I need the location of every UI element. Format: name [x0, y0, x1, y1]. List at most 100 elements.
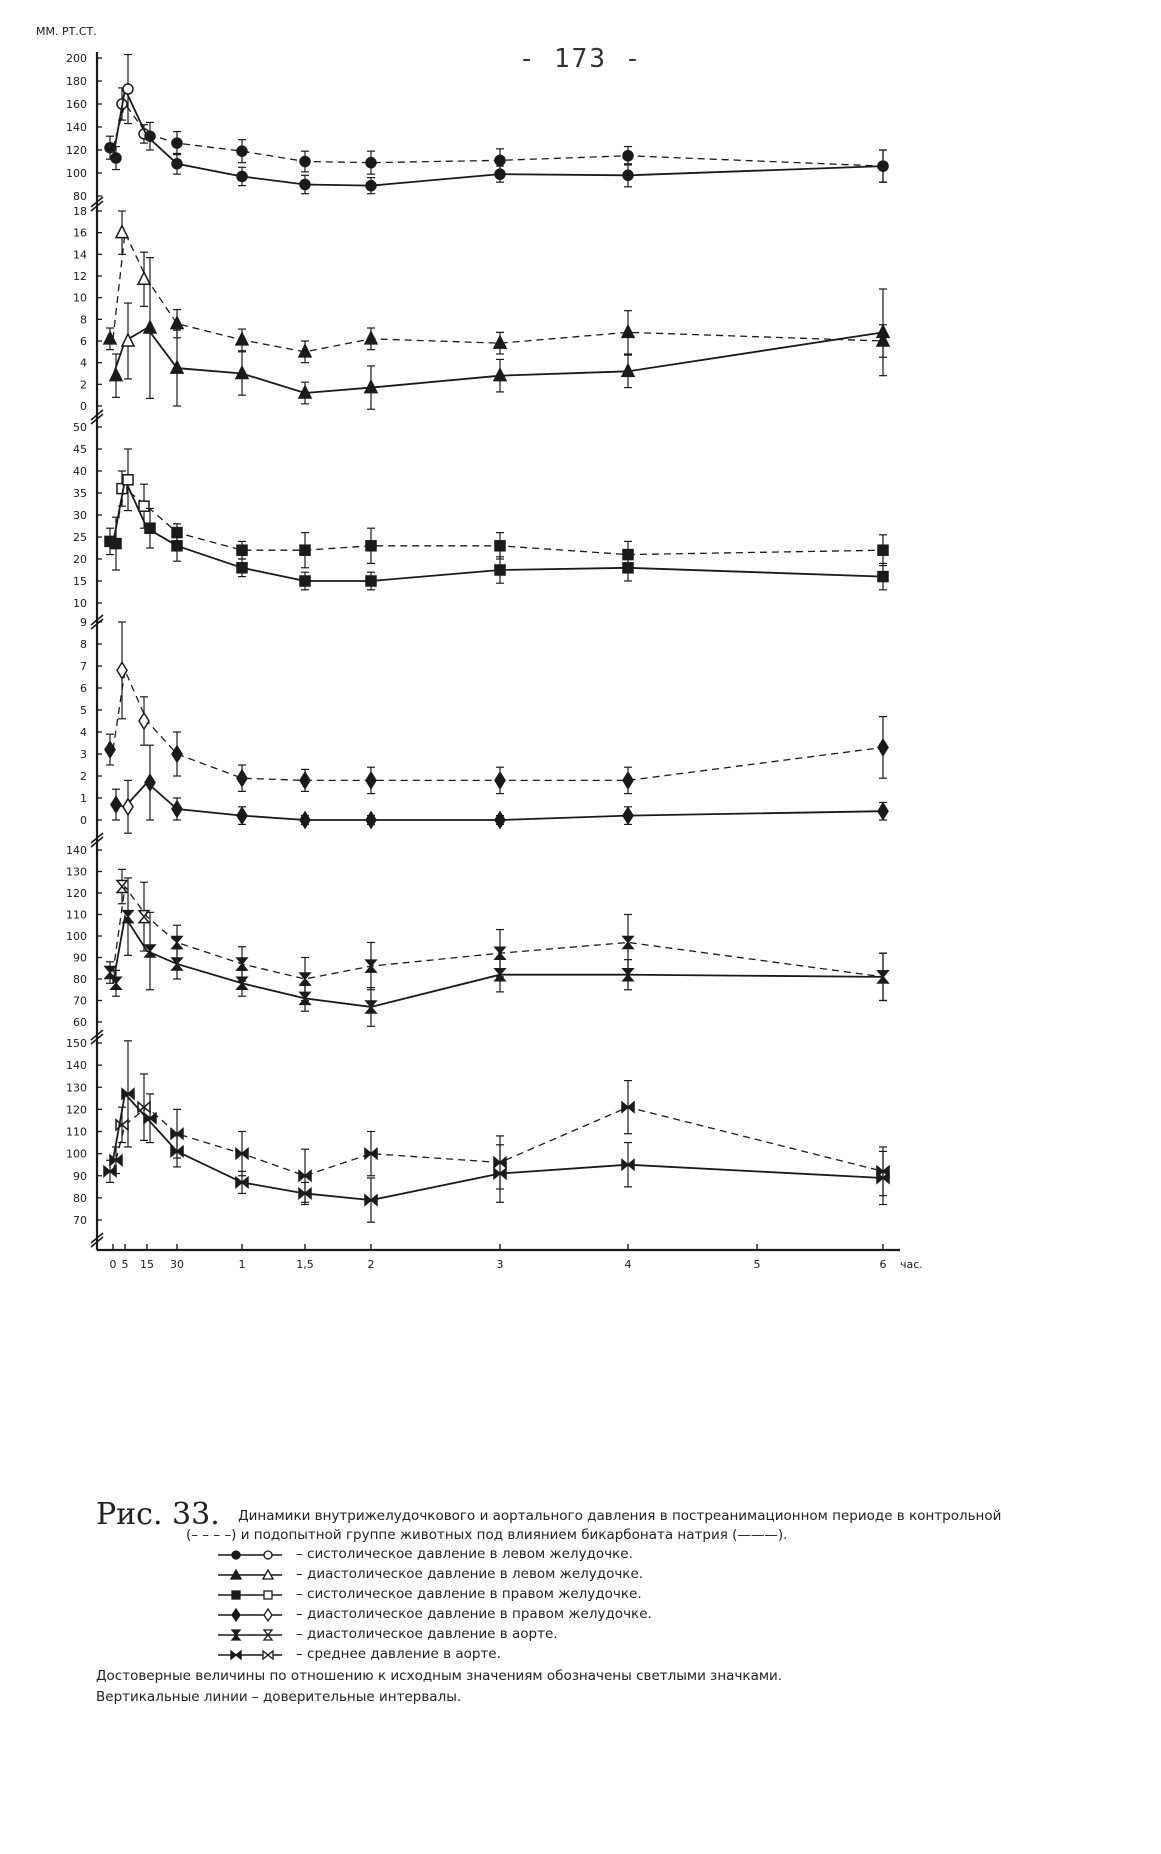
data-point	[103, 965, 117, 980]
data-point	[170, 1144, 184, 1159]
x-tick-label: 30	[170, 1258, 184, 1271]
y-tick-label: 130	[66, 866, 87, 879]
legend-label: – диастолическое давление в левом желудо…	[296, 1566, 644, 1582]
x-tick-label: 3	[497, 1258, 504, 1271]
data-point	[137, 909, 151, 924]
data-point	[622, 150, 634, 162]
data-point	[144, 130, 156, 142]
data-point	[138, 500, 150, 512]
y-tick-label: 80	[73, 1192, 87, 1205]
y-tick-label: 18	[73, 205, 87, 218]
x-tick-label: 0	[110, 1258, 117, 1271]
x-tick-label: 4	[625, 1258, 632, 1271]
legend-label: – систолическое давление в правом желудо…	[296, 1586, 642, 1602]
data-point	[116, 660, 128, 680]
legend-marker-diamond	[218, 1607, 282, 1623]
data-point	[235, 1147, 249, 1161]
y-tick-label: 4	[80, 357, 87, 370]
y-tick-label: 7	[80, 660, 87, 673]
y-tick-label: 70	[73, 1214, 87, 1227]
y-tick-label: 40	[73, 465, 87, 478]
y-tick-label: 8	[80, 313, 87, 326]
legend-entry: – систолическое давление в левом желудоч…	[216, 1545, 1116, 1565]
data-point	[298, 1169, 312, 1183]
data-point	[365, 156, 377, 169]
y-tick-label: 120	[66, 887, 87, 900]
data-point	[115, 879, 129, 894]
axis-break-mark	[90, 409, 104, 425]
data-point	[171, 540, 183, 552]
data-point	[365, 575, 377, 587]
series-line	[112, 326, 884, 394]
y-tick-label: 14	[73, 248, 87, 261]
data-point	[622, 562, 634, 574]
data-point	[236, 768, 248, 788]
data-point	[121, 1087, 135, 1101]
y-tick-label: 15	[73, 575, 87, 588]
data-point	[170, 957, 184, 971]
data-point	[120, 332, 136, 347]
data-point	[109, 1153, 123, 1167]
y-tick-label: 130	[66, 1081, 87, 1094]
y-tick-label: 35	[73, 487, 87, 500]
legend-marker-triangle	[218, 1568, 282, 1580]
data-point	[108, 366, 124, 382]
data-point	[170, 935, 184, 950]
data-point	[109, 976, 123, 991]
x-tick-label: 1,5	[296, 1258, 314, 1271]
data-point	[236, 562, 248, 574]
legend-entry: – диастолическое давление в левом желудо…	[216, 1565, 1116, 1585]
data-point	[493, 1155, 507, 1170]
y-tick-label: 20	[73, 553, 87, 566]
data-point	[298, 991, 312, 1006]
data-point	[877, 160, 889, 172]
y-tick-label: 70	[73, 995, 87, 1008]
data-point	[493, 1166, 507, 1181]
figure-caption: Рис. 33. Динамики внутрижелудочкового и …	[96, 1500, 1116, 1707]
y-tick-label: 140	[66, 121, 87, 134]
y-tick-label: 100	[66, 930, 87, 943]
series-line	[112, 102, 884, 167]
data-point	[492, 334, 508, 349]
data-point	[110, 537, 122, 550]
caption-text-2: (– – – –) и подопытной группе животных п…	[186, 1527, 788, 1543]
legend-marker-bowtie	[218, 1649, 282, 1661]
legend-symbol	[263, 1590, 273, 1600]
data-point	[142, 319, 158, 334]
data-point	[365, 810, 377, 830]
data-point	[235, 1175, 249, 1189]
data-point	[144, 522, 156, 534]
data-point	[494, 770, 506, 790]
y-tick-label: 90	[73, 952, 87, 965]
data-point	[494, 810, 506, 830]
legend-marker-circle	[218, 1550, 282, 1560]
data-point	[169, 314, 185, 330]
data-point	[492, 366, 508, 382]
data-point	[299, 178, 311, 191]
data-point	[364, 1147, 378, 1161]
data-point	[236, 806, 248, 826]
data-point	[297, 384, 313, 399]
data-point	[876, 1171, 890, 1185]
data-point	[171, 744, 183, 764]
figure-label: Рис. 33.	[96, 1497, 220, 1532]
series-line	[112, 487, 884, 556]
legend-marker-hourglass	[218, 1629, 282, 1641]
data-point	[298, 972, 312, 986]
legend-label: – среднее давление в аорте.	[296, 1646, 501, 1662]
y-tick-label: 45	[73, 443, 87, 456]
y-tick-label: 160	[66, 98, 87, 111]
y-tick-label: 30	[73, 509, 87, 522]
data-point	[494, 564, 506, 576]
data-point	[122, 83, 134, 95]
y-tick-label: 110	[66, 1126, 87, 1139]
data-point	[365, 540, 377, 552]
legend-symbol	[231, 1607, 241, 1623]
data-point	[621, 935, 635, 950]
x-tick-label: 5	[754, 1258, 761, 1271]
y-tick-label: 2	[80, 770, 87, 783]
data-point	[493, 946, 507, 960]
y-tick-label: 100	[66, 1148, 87, 1161]
y-tick-label: 140	[66, 1059, 87, 1072]
series-line	[112, 884, 884, 980]
